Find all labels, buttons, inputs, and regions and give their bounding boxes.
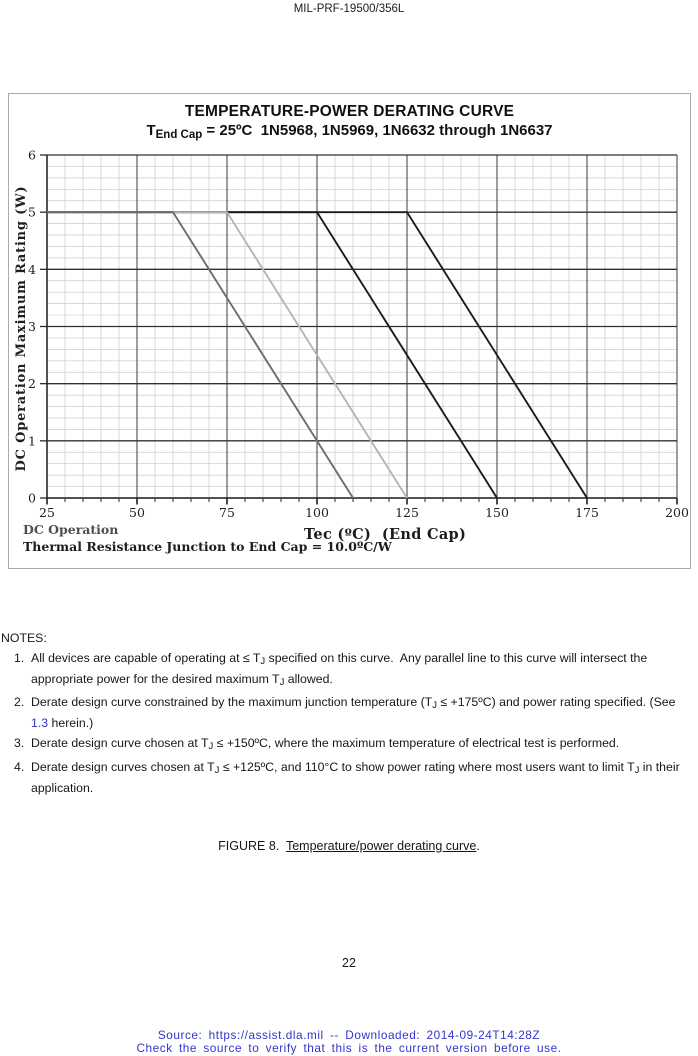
tick-marks bbox=[40, 154, 678, 505]
tick-labels: 25 50 75 100 125 150 175 200 0 1 2 3 4 5 6 bbox=[28, 148, 689, 521]
note-text: Derate design curve constrained by the m… bbox=[31, 695, 676, 731]
y-tick-label: 4 bbox=[28, 262, 36, 277]
note-item-3: 3. Derate design curve chosen at TJ ≤ +15… bbox=[1, 735, 697, 756]
note-number: 2. bbox=[14, 695, 25, 710]
note-text: All devices are capable of operating at … bbox=[31, 650, 648, 688]
derating-chart-figure: TEMPERATURE-POWER DERATING CURVE TEnd Ca… bbox=[8, 93, 691, 569]
note-number: 3. bbox=[14, 735, 25, 750]
subtitle-devices: = 25ºC 1N5968, 1N5969, 1N6632 through 1N… bbox=[202, 122, 553, 139]
dc-operation-label: DC Operation bbox=[23, 522, 119, 537]
thermal-resistance-label: Thermal Resistance Junction to End Cap =… bbox=[23, 539, 392, 554]
y-tick-label: 1 bbox=[28, 433, 36, 448]
note-number: 4. bbox=[14, 759, 25, 774]
note-text: Derate design curve chosen at TJ ≤ +150º… bbox=[31, 735, 620, 752]
notes-section: NOTES: 1. All devices are capable of oper… bbox=[1, 630, 697, 799]
chart-title: TEMPERATURE-POWER DERATING CURVE bbox=[184, 103, 515, 120]
page-number: 22 bbox=[342, 956, 356, 970]
chart-subtitle: TEnd Cap = 25ºC 1N5968, 1N5969, 1N6632 t… bbox=[9, 122, 690, 141]
notes-list: 1. All devices are capable of operating a… bbox=[1, 650, 697, 797]
document-id-header: MIL-PRF-19500/356L bbox=[293, 3, 405, 15]
x-tick-label: 175 bbox=[575, 505, 599, 520]
figure-number: FIGURE 8. bbox=[218, 839, 286, 853]
x-tick-label: 75 bbox=[219, 505, 235, 520]
footer-warning-line: Check the source to verify that this is … bbox=[136, 1041, 562, 1055]
x-tick-label: 25 bbox=[39, 505, 55, 520]
see-1-3-link[interactable]: 1.3 bbox=[31, 716, 49, 731]
notes-heading: NOTES: bbox=[1, 631, 47, 645]
y-tick-label: 0 bbox=[28, 491, 36, 506]
derating-tj-110c bbox=[47, 211, 354, 499]
y-tick-label: 2 bbox=[28, 376, 36, 391]
figure-caption: FIGURE 8. Temperature/power derating cur… bbox=[0, 839, 698, 853]
x-tick-label: 125 bbox=[395, 505, 419, 520]
x-tick-label: 100 bbox=[305, 505, 329, 520]
note-item-1: 1. All devices are capable of operating a… bbox=[1, 650, 697, 692]
figure-title-underlined: Temperature/power derating curve bbox=[285, 839, 477, 853]
y-tick-label: 5 bbox=[28, 205, 36, 220]
y-axis-label: DC Operation Maximum Rating (W) bbox=[14, 186, 29, 472]
source-footer: Source: https://assist.dla.mil -- Downlo… bbox=[0, 1029, 698, 1055]
note-text: Derate design curves chosen at TJ ≤ +125… bbox=[31, 759, 680, 795]
note-item-2: 2. Derate design curve constrained by the… bbox=[1, 694, 697, 732]
x-tick-label: 150 bbox=[485, 505, 509, 520]
y-tick-label: 6 bbox=[28, 148, 36, 163]
x-tick-label: 200 bbox=[665, 505, 689, 520]
derating-chart-plot: 25 50 75 100 125 150 175 200 0 1 2 3 4 5 6 DC Operation… bbox=[14, 148, 689, 521]
figure-caption-period: . bbox=[476, 839, 480, 853]
note-number: 1. bbox=[14, 650, 25, 665]
subtitle-subscript: End Cap bbox=[155, 129, 203, 141]
derating-curves bbox=[47, 211, 588, 499]
note-item-4: 4. Derate design curves chosen at TJ ≤ +1… bbox=[1, 759, 697, 797]
subtitle-symbol: T bbox=[146, 122, 156, 139]
footer-source-line: Source: https://assist.dla.mil -- Downlo… bbox=[157, 1028, 541, 1042]
x-tick-label: 50 bbox=[129, 505, 145, 520]
derating-tj-150c bbox=[47, 211, 498, 499]
x-axis-label: Tec (ºC) (End Cap) bbox=[304, 526, 467, 543]
grid-major bbox=[46, 154, 678, 499]
y-tick-label: 3 bbox=[28, 319, 36, 334]
